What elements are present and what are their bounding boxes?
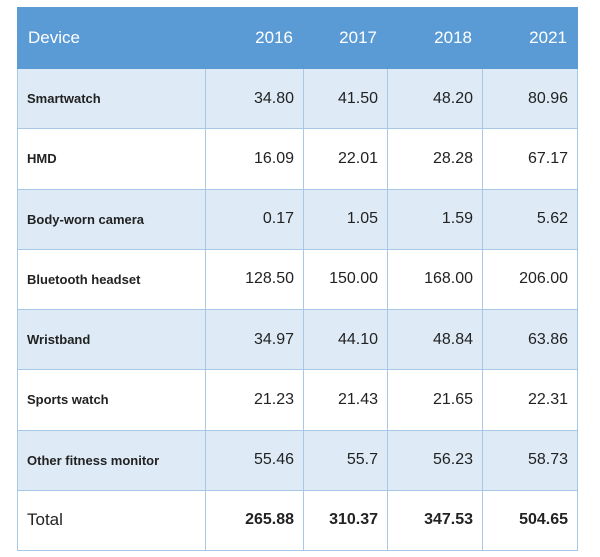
cell-value: 16.09 [205,128,304,190]
cell-value: 1.05 [303,188,388,250]
cell-value: 21.65 [387,369,483,431]
cell-value: 55.7 [303,429,388,491]
header-2021: 2021 [482,7,578,69]
header-2017: 2017 [303,7,388,69]
header-device: Device [17,7,206,69]
cell-value: 80.96 [482,67,578,130]
row-label: Sports watch [17,369,206,431]
table-row: Smartwatch 34.80 41.50 48.20 80.96 [17,67,578,130]
device-table: Device 2016 2017 2018 2021 Smartwatch 34… [17,7,578,552]
row-label: Other fitness monitor [17,429,206,491]
cell-value: 48.84 [387,308,483,371]
cell-value: 22.31 [482,369,578,431]
total-value: 347.53 [387,489,483,552]
cell-value: 55.46 [205,429,304,491]
cell-value: 128.50 [205,248,304,311]
table-row: Body-worn camera 0.17 1.05 1.59 5.62 [17,188,578,250]
cell-value: 150.00 [303,248,388,311]
cell-value: 34.80 [205,67,304,130]
table-row: HMD 16.09 22.01 28.28 67.17 [17,128,578,190]
total-row: Total 265.88 310.37 347.53 504.65 [17,489,578,552]
row-label: Bluetooth headset [17,248,206,311]
row-label: HMD [17,128,206,190]
total-value: 310.37 [303,489,388,552]
table-row: Other fitness monitor 55.46 55.7 56.23 5… [17,429,578,491]
cell-value: 34.97 [205,308,304,371]
cell-value: 0.17 [205,188,304,250]
cell-value: 21.23 [205,369,304,431]
row-label: Wristband [17,308,206,371]
table-row: Wristband 34.97 44.10 48.84 63.86 [17,308,578,371]
cell-value: 56.23 [387,429,483,491]
cell-value: 28.28 [387,128,483,190]
cell-value: 22.01 [303,128,388,190]
table-row: Sports watch 21.23 21.43 21.65 22.31 [17,369,578,431]
row-label: Smartwatch [17,67,206,130]
cell-value: 44.10 [303,308,388,371]
cell-value: 63.86 [482,308,578,371]
total-label: Total [17,489,206,552]
cell-value: 58.73 [482,429,578,491]
table-row: Bluetooth headset 128.50 150.00 168.00 2… [17,248,578,311]
cell-value: 168.00 [387,248,483,311]
row-label: Body-worn camera [17,188,206,250]
header-row: Device 2016 2017 2018 2021 [17,7,578,69]
cell-value: 67.17 [482,128,578,190]
cell-value: 206.00 [482,248,578,311]
header-2016: 2016 [205,7,304,69]
cell-value: 48.20 [387,67,483,130]
total-value: 265.88 [205,489,304,552]
cell-value: 5.62 [482,188,578,250]
cell-value: 21.43 [303,369,388,431]
header-2018: 2018 [387,7,483,69]
total-value: 504.65 [482,489,578,552]
cell-value: 41.50 [303,67,388,130]
cell-value: 1.59 [387,188,483,250]
